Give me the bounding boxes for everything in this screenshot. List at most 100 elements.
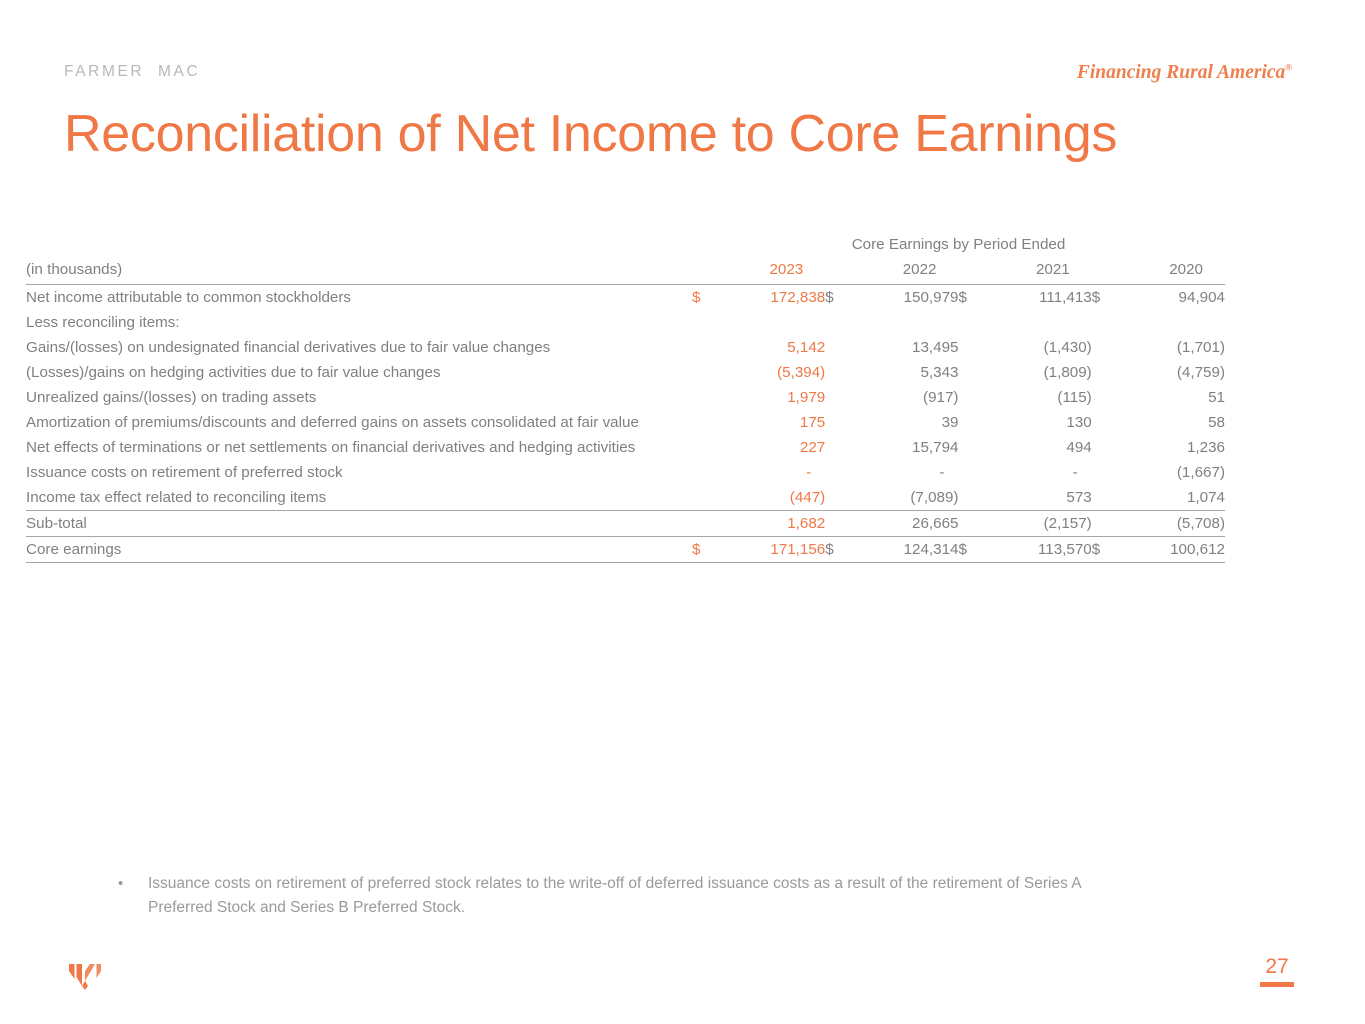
column-header-year-2020: 2020 [1117,257,1225,285]
cell-2020: 94,904 [1178,289,1225,306]
column-header-year-2021: 2021 [983,257,1092,285]
cell-empty [958,435,983,460]
currency-symbol: $ [691,289,701,306]
table-row-total: Core earnings $ 171,156 $ 124,314 $ 113,… [26,536,1225,563]
cell-2022: 26,665 [850,510,959,537]
cell-2021: 494 [1066,439,1092,456]
cell-empty [958,310,983,335]
cell-2021: - [1072,464,1078,481]
span-header-spacer [26,232,692,257]
cell-empty [1091,485,1118,511]
currency-symbol: $ [691,536,718,563]
cell-2020: 58 [1208,414,1225,431]
cell-2020 [1117,310,1225,335]
cell-2021: 573 [983,485,1092,511]
row-label: Gains/(losses) on undesignated financial… [26,339,551,356]
currency-symbol: $ [1091,289,1101,306]
cell-2020: 100,612 [1117,536,1225,563]
row-label: Core earnings [26,536,692,563]
cell-2020: 1,236 [1186,439,1225,456]
table-row: Issuance costs on retirement of preferre… [26,460,1225,485]
cell-2021: 113,570 [983,536,1092,563]
cell-2022: 15,794 [912,439,959,456]
cell-empty [692,385,717,410]
cell-empty [825,510,851,537]
cell-2021: 130 [1066,414,1092,431]
cell-2022: (917) [923,389,959,406]
row-label: Less reconciling items: [26,314,180,331]
cell-2023 [717,310,825,335]
row-label: Sub-total [26,510,692,537]
cell-empty [692,435,717,460]
core-earnings-table: Core Earnings by Period Ended (in thousa… [26,232,1225,563]
column-header-year-2023: 2023 [717,257,826,285]
cell-empty [1092,385,1117,410]
cell-2023: 171,156 [717,536,826,563]
cell-2020: (4,759) [1176,364,1225,381]
cell-empty [958,460,983,485]
cell-2023: 5,142 [787,339,826,356]
cell-2022: (7,089) [850,485,959,511]
cell-2020: 1,074 [1117,485,1225,511]
cell-2021: (1,809) [1043,364,1092,381]
year-currency-spacer-2 [958,257,984,285]
cell-empty [825,410,850,435]
cell-2020: (5,708) [1117,510,1225,537]
cell-2023: 175 [799,414,826,431]
table-row: Gains/(losses) on undesignated financial… [26,335,1225,360]
table-row: Net effects of terminations or net settl… [26,435,1225,460]
cell-empty [825,335,850,360]
footnote: • Issuance costs on retirement of prefer… [118,872,1118,920]
cell-2021: (115) [1057,389,1092,406]
cell-2021: (2,157) [983,510,1092,537]
cell-empty [1092,435,1117,460]
financing-rural-america-tagline: Financing Rural America® [1077,62,1292,84]
cell-2023: 1,682 [717,510,826,537]
cell-2022: - [939,464,945,481]
row-label: Net income attributable to common stockh… [26,289,351,306]
cell-empty [825,460,850,485]
row-label: Issuance costs on retirement of preferre… [26,464,343,481]
cell-empty [1092,410,1117,435]
currency-symbol: $ [958,289,967,306]
cell-empty [958,510,984,537]
cell-2023: (447) [717,485,826,511]
page-number: 27 [1257,955,1297,987]
footnote-text: Issuance costs on retirement of preferre… [148,875,1081,916]
table-row: Amortization of premiums/discounts and d… [26,410,1225,435]
cell-empty [958,410,983,435]
cell-2021: (1,430) [1043,339,1092,356]
cell-empty [692,410,717,435]
cell-2023: (5,394) [777,364,826,381]
bullet-icon: • [118,875,124,892]
currency-symbol: $ [1091,536,1118,563]
cell-empty [1092,360,1117,385]
row-label: Unrealized gains/(losses) on trading ass… [26,389,317,406]
cell-empty [692,310,717,335]
cell-2022: 39 [941,414,959,431]
table-row: Net income attributable to common stockh… [26,285,1225,311]
cell-2022: 150,979 [903,289,959,306]
cell-2021: 111,413 [1039,289,1092,306]
cell-2023: 227 [799,439,826,456]
cell-empty [958,385,983,410]
cell-empty [691,510,718,537]
cell-2023: - [806,464,812,481]
cell-2022: 5,343 [920,364,959,381]
farmer-mac-wordmark: FARMER MAC [64,63,201,80]
cell-empty [692,360,717,385]
column-header-year-2022: 2022 [850,257,959,285]
row-label: (Losses)/gains on hedging activities due… [26,364,441,381]
cell-2020: (1,701) [1176,339,1225,356]
farmer-mac-chevron-logo [68,962,102,992]
year-currency-spacer-0 [691,257,718,285]
cell-empty [825,360,850,385]
table-header-row: (in thousands) 2023 2022 2021 2020 [26,257,1225,285]
cell-2020: 51 [1208,389,1225,406]
cell-empty [692,335,717,360]
cell-empty [1091,510,1118,537]
year-currency-spacer-1 [825,257,851,285]
cell-2021 [984,310,1092,335]
year-currency-spacer-3 [1091,257,1118,285]
cell-empty [825,435,850,460]
